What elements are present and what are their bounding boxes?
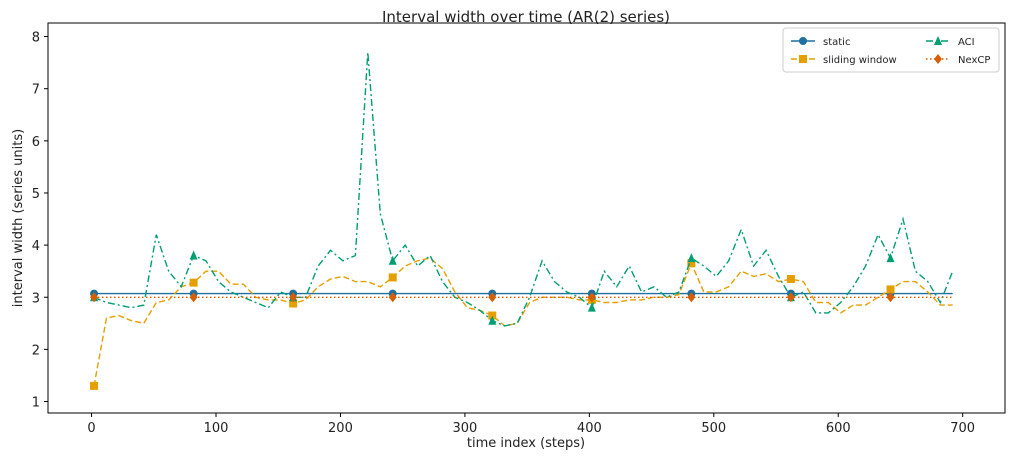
x-tick-label: 700	[950, 421, 975, 436]
marker	[799, 37, 807, 45]
legend-label: static	[823, 37, 850, 48]
series	[90, 52, 954, 327]
marker	[587, 292, 596, 303]
chart-title: Interval width over time (AR(2) series)	[382, 8, 670, 26]
plot-area	[47, 22, 1006, 414]
marker	[488, 292, 497, 303]
marker	[388, 292, 397, 303]
series	[90, 292, 953, 303]
marker	[799, 55, 807, 63]
marker	[189, 278, 198, 287]
marker	[289, 292, 298, 303]
series	[90, 289, 953, 298]
marker	[687, 292, 696, 303]
marker	[687, 253, 696, 263]
y-tick-label: 3	[32, 291, 40, 306]
marker	[786, 292, 795, 303]
marker	[189, 250, 198, 260]
marker	[886, 253, 895, 263]
legend-box	[782, 27, 1000, 73]
legend-label: NexCP	[958, 55, 990, 66]
y-axis-label: interval width (series units)	[11, 129, 26, 307]
marker	[934, 54, 942, 64]
marker	[687, 259, 696, 268]
x-tick-label: 300	[452, 421, 477, 436]
y-tick-label: 2	[32, 343, 40, 358]
y-tick-label: 7	[32, 83, 40, 98]
line	[93, 257, 953, 387]
marker	[934, 36, 942, 45]
marker	[289, 299, 298, 308]
x-tick-label: 100	[204, 421, 229, 436]
marker	[189, 292, 198, 303]
marker	[786, 275, 795, 284]
marker	[886, 285, 895, 294]
y-tick-label: 8	[32, 31, 40, 46]
x-tick-label: 200	[328, 421, 353, 436]
marker	[587, 302, 596, 312]
marker	[90, 292, 99, 303]
x-axis-label: time index (steps)	[467, 436, 585, 451]
marker	[388, 273, 397, 282]
y-tick-label: 1	[32, 396, 40, 411]
y-tick-label: 6	[32, 135, 40, 150]
x-tick-label: 500	[701, 421, 726, 436]
marker	[90, 381, 99, 390]
x-tick-label: 400	[577, 421, 602, 436]
x-tick-label: 0	[87, 421, 95, 436]
legend-label: ACI	[958, 37, 975, 48]
y-tick-label: 4	[32, 239, 40, 254]
marker	[388, 255, 397, 265]
marker	[488, 311, 497, 320]
line	[93, 52, 954, 327]
y-tick-label: 5	[32, 187, 40, 202]
legend-label: sliding window	[823, 55, 897, 66]
x-tick-label: 600	[826, 421, 851, 436]
series	[90, 257, 953, 390]
marker	[886, 292, 895, 303]
marker	[488, 315, 497, 325]
